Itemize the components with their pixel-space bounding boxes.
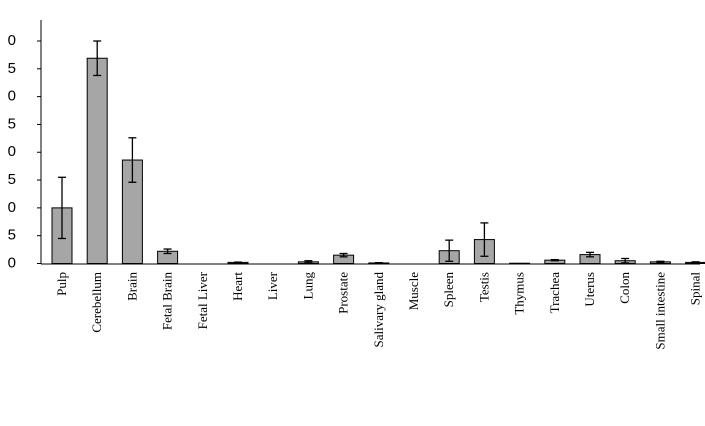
error-bar — [480, 222, 489, 257]
y-tick-label: 0 — [8, 199, 16, 216]
y-tick-label: 0 — [8, 143, 16, 160]
x-tick-label: Thymus — [512, 272, 527, 315]
error-bar — [339, 252, 348, 258]
error-bar — [93, 40, 102, 77]
bar — [86, 57, 108, 265]
x-tick-label: Prostate — [336, 272, 351, 314]
y-tick-label: 0 — [8, 88, 16, 105]
error-bar — [128, 137, 137, 183]
x-tick-label: Small intestine — [652, 272, 667, 350]
error-bar — [234, 261, 242, 264]
x-tick-label: Testis — [476, 272, 491, 302]
x-tick-label: Colon — [617, 272, 632, 304]
y-tick-label: 5 — [8, 171, 16, 188]
error-bar — [58, 176, 66, 240]
x-tick-label: Lung — [300, 272, 315, 300]
x-tick-label: Liver — [265, 271, 280, 300]
x-tick-label: Fetal Brain — [160, 272, 175, 331]
error-bar — [586, 251, 594, 258]
x-tick-label: Spinal — [688, 272, 703, 306]
error-bar — [163, 248, 172, 255]
error-bar — [621, 257, 630, 264]
error-bar — [304, 260, 313, 264]
x-tick-label: Trachea — [547, 272, 562, 314]
x-tick-label: Heart — [230, 272, 245, 301]
y-tick-label: 5 — [8, 60, 16, 77]
x-tick-label: Muscle — [406, 272, 421, 311]
error-bar — [550, 258, 559, 262]
y-tick-label: 5 — [8, 227, 16, 244]
x-tick-label: Brain — [124, 272, 139, 301]
y-tick-label: 5 — [8, 115, 16, 132]
x-tick-label: Salivary gland — [371, 272, 386, 348]
x-tick-label: Spleen — [441, 272, 456, 308]
error-bar — [656, 260, 665, 264]
x-tick-label: Cerebellum — [89, 272, 104, 333]
error-bar — [374, 262, 383, 264]
x-tick-label: Fetal Liver — [195, 271, 210, 329]
x-tick-label: Uterus — [582, 272, 597, 307]
error-bar — [691, 261, 700, 264]
error-bar — [445, 239, 454, 262]
y-tick-label: 0 — [8, 254, 16, 271]
x-tick-label: Pulp — [54, 272, 69, 296]
y-tick-label: 0 — [8, 32, 16, 49]
